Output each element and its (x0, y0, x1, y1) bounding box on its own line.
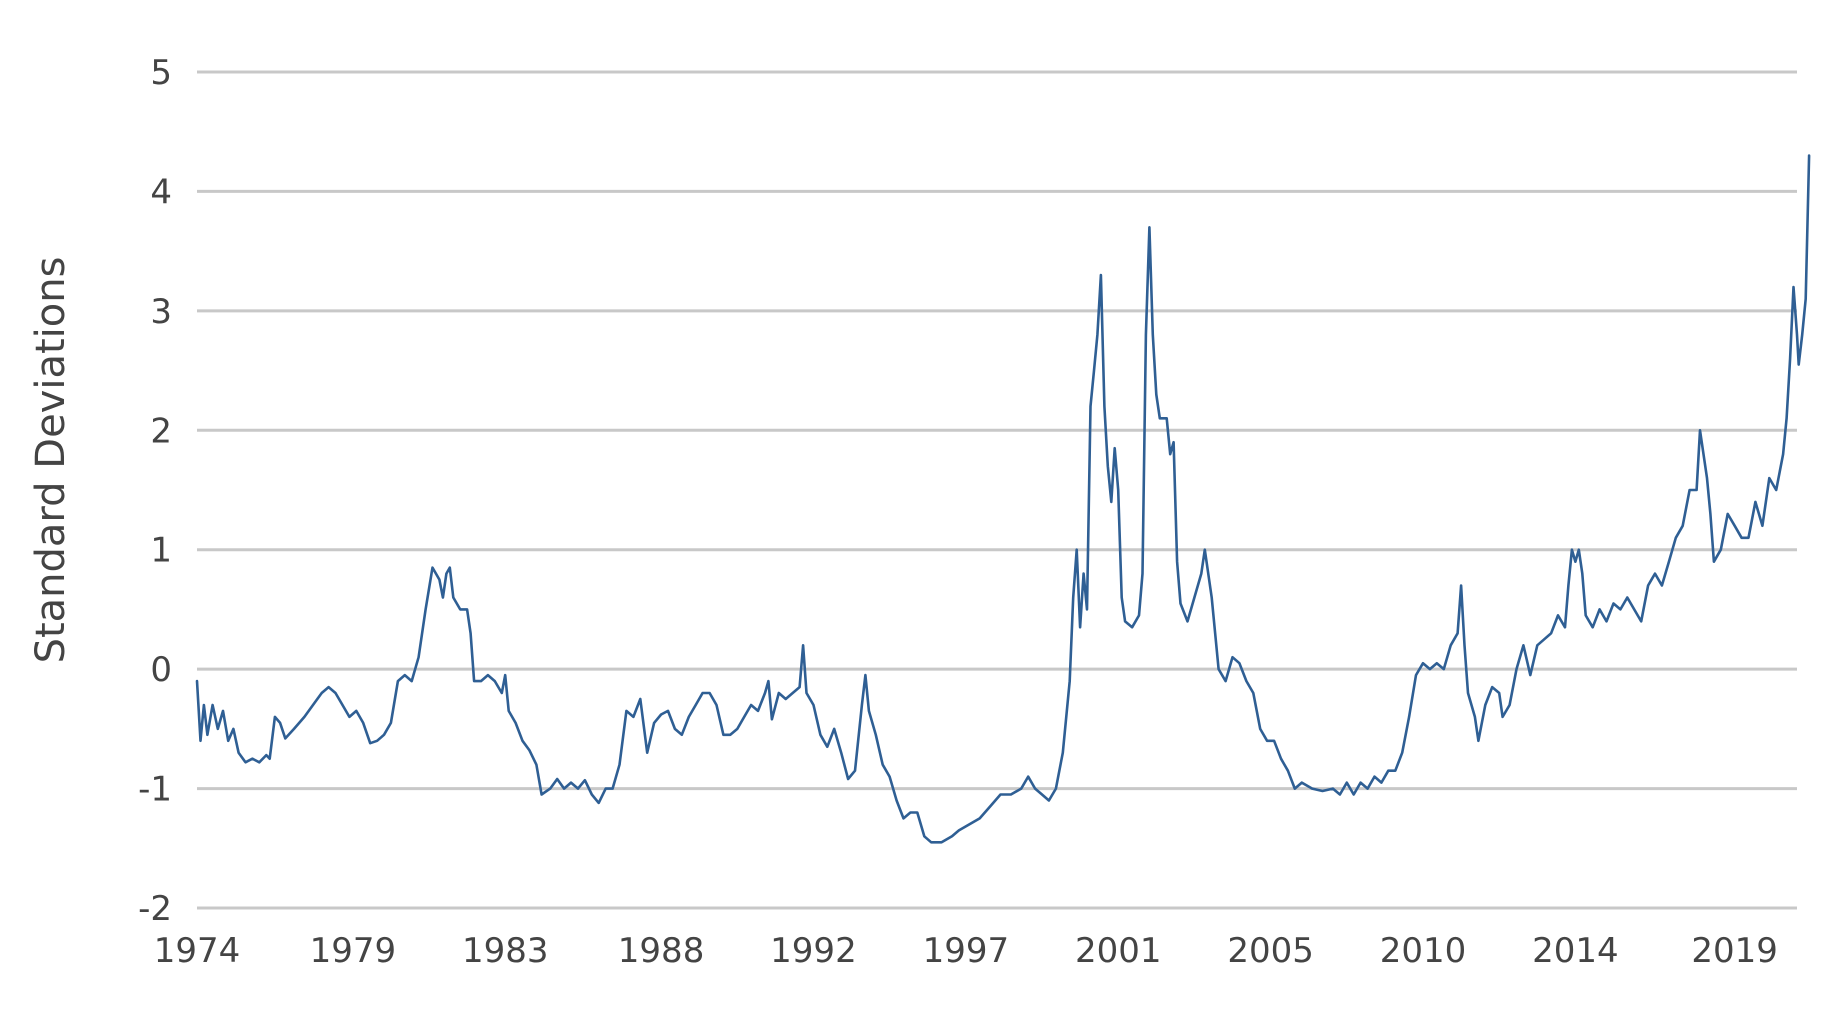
y-axis-title: Standard Deviations (28, 257, 74, 664)
x-tick-label: 1983 (462, 931, 549, 971)
x-tick-label: 2005 (1227, 931, 1314, 971)
y-axis-ticks: 5 4 3 2 1 0 -1 -2 (138, 53, 172, 929)
x-tick-label: 1992 (770, 931, 857, 971)
y-tick-label: 3 (150, 292, 172, 332)
x-tick-label: 1979 (310, 931, 397, 971)
x-tick-label: 1988 (618, 931, 705, 971)
series-line-0 (195, 154, 1811, 844)
x-tick-label: 2001 (1075, 931, 1162, 971)
y-tick-label: 1 (150, 531, 172, 571)
y-tick-label: 2 (150, 411, 172, 451)
x-tick-label: 1997 (923, 931, 1010, 971)
y-tick-label: 0 (150, 650, 172, 690)
x-tick-label: 2014 (1532, 931, 1619, 971)
x-tick-label: 1974 (154, 931, 241, 971)
y-tick-label: -1 (138, 770, 172, 810)
y-tick-label: -2 (138, 889, 172, 929)
y-tick-label: 4 (150, 172, 172, 212)
series-layer (195, 154, 1811, 844)
gridlines (197, 70, 1797, 910)
x-tick-label: 2010 (1380, 931, 1467, 971)
y-tick-label: 5 (150, 53, 172, 93)
x-axis-ticks: 1974 1979 1983 1988 1992 1997 2001 2005 2010 2014… (154, 931, 1778, 971)
x-tick-label: 2019 (1691, 931, 1778, 971)
